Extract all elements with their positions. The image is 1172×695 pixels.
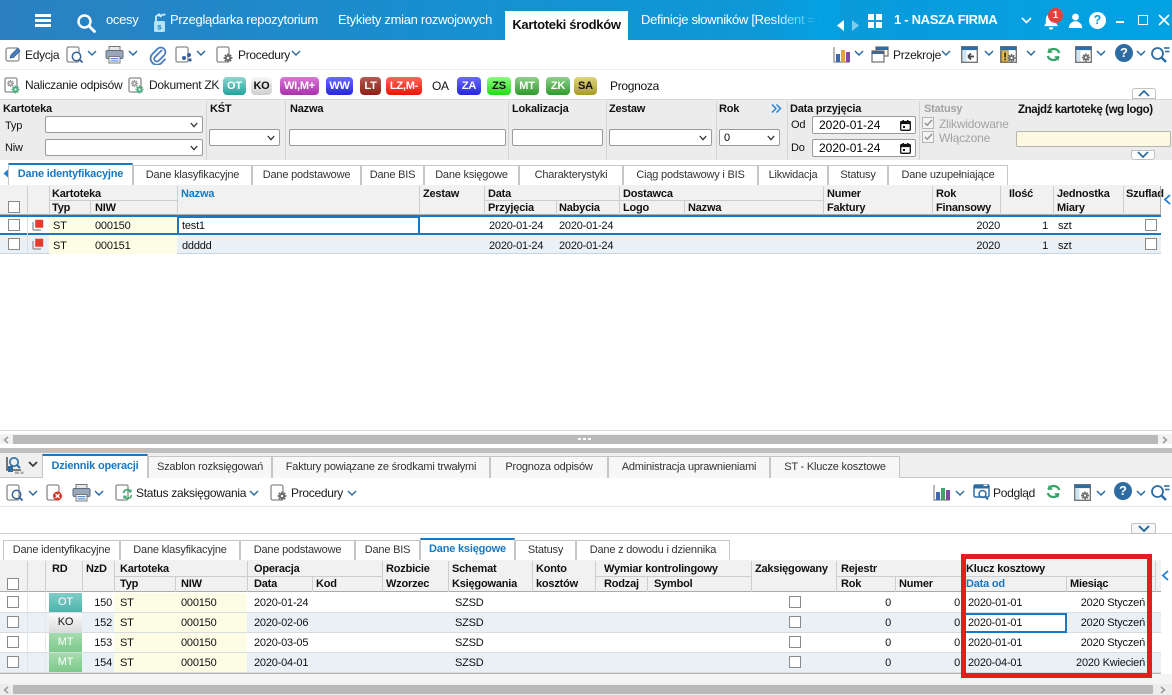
svg-text:s: s	[157, 23, 162, 32]
